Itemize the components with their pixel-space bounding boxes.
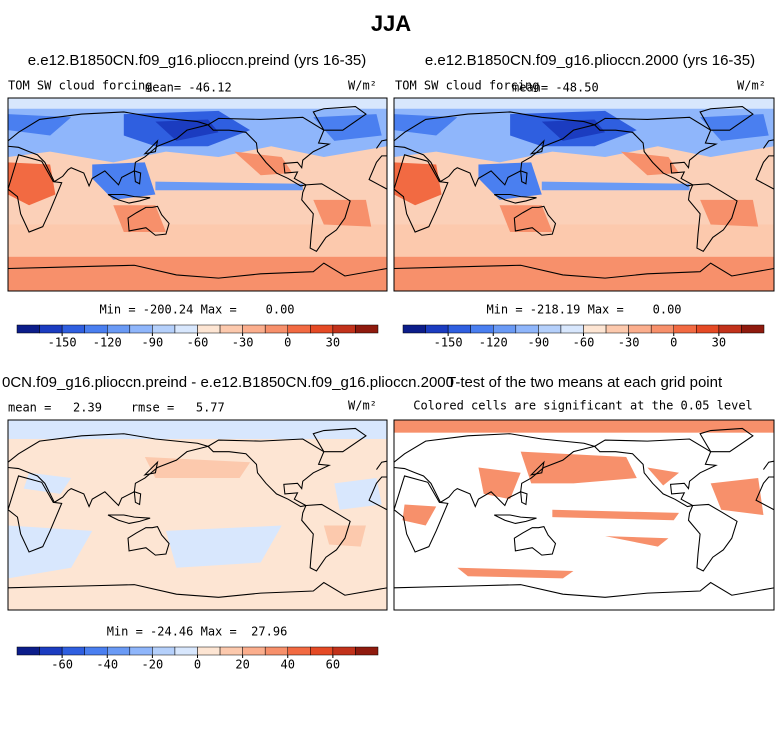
minmax-label: Min = -24.46 Max = 27.96 [107,625,288,639]
colorbar-cell [197,646,221,656]
colorbar-cell [355,324,379,334]
colorbar-cell [470,324,494,334]
colorbar-cell [718,324,742,334]
colorbar-cell [650,324,674,334]
colorbar-cell [197,324,221,334]
colorbar-tick-label: -60 [573,336,595,350]
colorbar-tick-label: 0 [670,336,677,350]
map [7,97,388,292]
variable-label: TOM SW cloud forcing [8,79,153,93]
colorbar-cell [219,324,243,334]
colorbar-cell [741,324,765,334]
panel-subtitle: Colored cells are significant at the 0.0… [413,399,753,413]
colorbar-cell [332,324,356,334]
colorbar-tick-label: -90 [528,336,550,350]
colorbar-tick-label: -40 [96,658,118,672]
colorbar-cell [515,324,539,334]
colorbar-tick-label: 0 [194,658,201,672]
map [393,419,775,611]
panel-title: T-test of the two means at each grid poi… [447,374,723,391]
units-label: W/m² [348,399,377,413]
map [7,419,388,611]
colorbar-cell [152,324,176,334]
colorbar-tick-label: -30 [232,336,254,350]
colorbar-cell [16,646,40,656]
stats-label: mean = 2.39 rmse = 5.77 [8,401,225,415]
units-label: W/m² [348,79,377,93]
colorbar-tick-label: -60 [187,336,209,350]
minmax-label: Min = -200.24 Max = 0.00 [99,303,294,317]
colorbar-cell [242,646,266,656]
colorbar-tick-label: -30 [618,336,640,350]
map [393,97,775,292]
colorbar-tick-label: -150 [434,336,463,350]
colorbar-tick-label: 60 [326,658,340,672]
colorbar-cell [447,324,471,334]
colorbar-tick-label: -150 [48,336,77,350]
colorbar-cell [39,646,63,656]
colorbar-tick-label: 30 [326,336,340,350]
colorbar-cell [129,646,153,656]
colorbar-cell [84,324,108,334]
colorbar-cell [287,324,311,334]
colorbar-tick-label: 40 [281,658,295,672]
colorbar-cell [39,324,63,334]
colorbar-cell [61,324,85,334]
colorbar-cell [310,646,334,656]
colorbar-tick-label: -120 [93,336,122,350]
colorbar-tick-label: 0 [284,336,291,350]
colorbar-cell [287,646,311,656]
colorbar-cell [560,324,584,334]
colorbar-cell [425,324,449,334]
colorbar-cell [242,324,266,334]
colorbar-tick-label: -90 [142,336,164,350]
mean-label: mean= -48.50 [512,81,599,95]
colorbar-cell [174,646,198,656]
colorbar-tick-label: 30 [712,336,726,350]
colorbar-cell [310,324,334,334]
colorbar-cell [219,646,243,656]
colorbar-cell [264,646,288,656]
colorbar-tick-label: -60 [51,658,73,672]
colorbar-cell [16,324,40,334]
colorbar-cell [493,324,517,334]
colorbar-cell [628,324,652,334]
colorbar-cell [174,324,198,334]
variable-label: TOM SW cloud forcing [395,79,540,93]
colorbar-cell [332,646,356,656]
colorbar-cell [583,324,607,334]
panel-title: e.e12.B1850CN.f09_g16.plioccn.2000 (yrs … [425,52,755,69]
units-label: W/m² [737,79,766,93]
colorbar-cell [264,324,288,334]
minmax-label: Min = -218.19 Max = 0.00 [486,303,681,317]
colorbar-tick-label: -20 [142,658,164,672]
panel-title: 0CN.f09_g16.plioccn.preind - e.e12.B1850… [2,374,454,391]
colorbar-cell [402,324,426,334]
colorbar-cell [107,646,131,656]
colorbar-tick-label: -120 [479,336,508,350]
colorbar-cell [129,324,153,334]
colorbar-tick-label: 20 [235,658,249,672]
colorbar-cell [673,324,697,334]
colorbar-cell [605,324,629,334]
colorbar-cell [61,646,85,656]
colorbar-cell [696,324,720,334]
figure-title: JJA [371,11,411,36]
colorbar-cell [538,324,562,334]
colorbar-cell [152,646,176,656]
colorbar-cell [84,646,108,656]
panel-title: e.e12.B1850CN.f09_g16.plioccn.preind (yr… [28,52,367,69]
colorbar-cell [355,646,379,656]
colorbar-cell [107,324,131,334]
mean-label: mean= -46.12 [145,81,232,95]
